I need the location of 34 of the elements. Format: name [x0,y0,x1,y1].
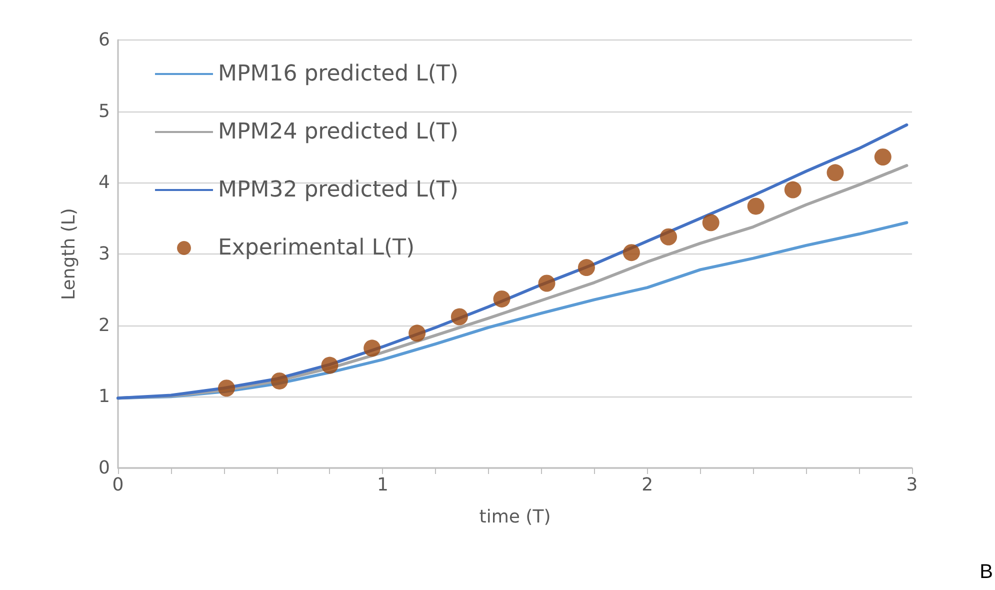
point [660,228,678,246]
point [493,290,510,308]
point [578,259,595,276]
y-tick-label: 5 [98,100,110,122]
y-axis-title: Length (L) [58,208,80,300]
y-tick-label: 0 [98,458,110,478]
x-tick-label: 1 [376,474,388,496]
legend-label: Experimental L(T) [218,236,415,260]
point [622,244,640,262]
x-tick-label: 0 [112,474,124,496]
point [218,380,236,397]
y-tick-label: 4 [98,172,110,194]
y-tick-label: 2 [98,314,110,336]
y-tick-label: 6 [98,30,110,50]
point [270,372,288,390]
legend-label: MPM24 predicted L(T) [218,120,458,144]
legend-label: MPM32 predicted L(T) [218,178,458,202]
y-tick-label: 3 [98,244,110,264]
legend-label: MPM16 predicted L(T) [218,62,458,86]
point [702,214,720,232]
point [826,164,844,182]
point [747,198,764,215]
x-axis-title: time (T) [479,506,551,528]
y-tick-label: 1 [98,386,110,408]
x-tick-label: 3 [906,474,918,496]
text: B [980,561,993,584]
point [784,181,802,198]
point [874,148,892,166]
x-tick-label: 2 [642,474,654,496]
point [408,324,426,342]
point [364,340,381,357]
point [321,356,338,374]
point [450,308,468,326]
point [538,274,556,292]
